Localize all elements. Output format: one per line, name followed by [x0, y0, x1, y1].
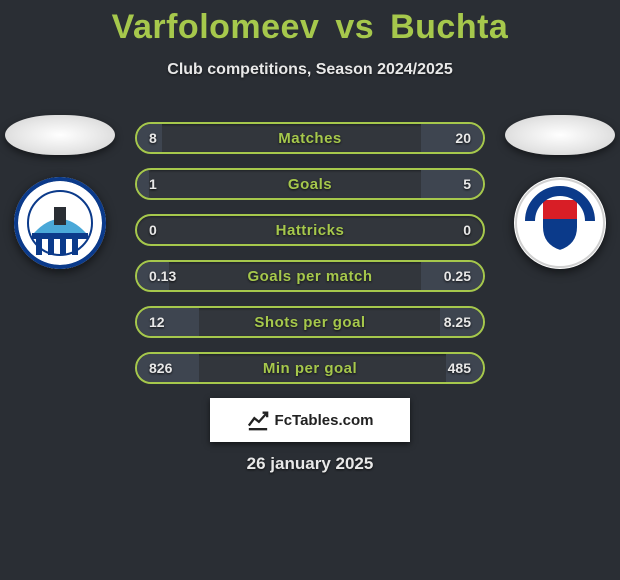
stat-row: Goals per match0.130.25 — [135, 260, 485, 292]
right-player-column — [500, 115, 620, 269]
date-label: 26 january 2025 — [0, 454, 620, 474]
stat-label: Min per goal — [137, 354, 483, 382]
player2-name: Buchta — [390, 8, 508, 46]
stat-row: Hattricks0 0 — [135, 214, 485, 246]
player1-silhouette — [5, 115, 115, 155]
page-title: Varfolomeev vs Buchta — [0, 0, 620, 47]
player1-name: Varfolomeev — [112, 8, 320, 46]
stat-label: Hattricks — [137, 216, 483, 244]
stat-value-left: 0 — [137, 216, 169, 244]
stat-value-right: 0 — [451, 216, 483, 244]
vs-label: vs — [335, 8, 374, 46]
stat-row: Matches8 20 — [135, 122, 485, 154]
stat-label: Goals — [137, 170, 483, 198]
stat-value-right: 5 — [451, 170, 483, 198]
stat-row: Shots per goal128.25 — [135, 306, 485, 338]
stats-column: Matches820Goals15Hattricks00Goals per ma… — [135, 122, 485, 384]
stat-value-left: 1 — [137, 170, 169, 198]
comparison-card: Varfolomeev vs Buchta Club competitions,… — [0, 0, 620, 580]
banik-ostrava-icon — [514, 177, 606, 269]
left-player-column — [0, 115, 120, 269]
stat-value-right: 0.25 — [432, 262, 483, 290]
stat-value-left: 8 — [137, 124, 169, 152]
slovan-liberec-icon — [14, 177, 106, 269]
stat-value-right: 8.25 — [432, 308, 483, 336]
stat-label: Matches — [137, 124, 483, 152]
club-badge-right — [514, 177, 606, 269]
player2-silhouette — [505, 115, 615, 155]
subtitle: Club competitions, Season 2024/2025 — [0, 61, 620, 79]
stat-row: Goals1 5 — [135, 168, 485, 200]
chart-icon — [247, 409, 269, 431]
stat-value-left: 826 — [137, 354, 184, 382]
stat-value-right: 485 — [436, 354, 483, 382]
stat-value-left: 0.13 — [137, 262, 188, 290]
stat-row: Min per goal826 485 — [135, 352, 485, 384]
stat-value-right: 20 — [443, 124, 483, 152]
stat-value-left: 12 — [137, 308, 177, 336]
club-badge-left — [14, 177, 106, 269]
branding-badge: FcTables.com — [210, 398, 410, 442]
branding-text: FcTables.com — [275, 412, 374, 429]
